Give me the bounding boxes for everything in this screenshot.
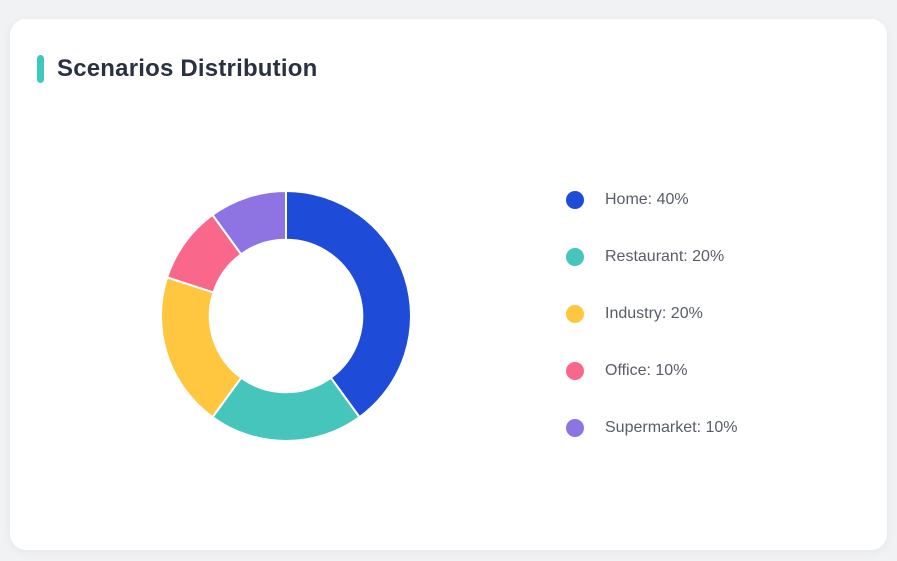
donut-slice-supermarket[interactable] bbox=[211, 190, 287, 256]
donut-chart-svg bbox=[160, 190, 412, 442]
donut-slice-home[interactable] bbox=[285, 190, 412, 419]
page-title: Scenarios Distribution bbox=[57, 55, 318, 82]
chart-legend: Home: 40% Restaurant: 20% Industry: 20% Off… bbox=[566, 188, 738, 440]
legend-dot-icon bbox=[566, 248, 584, 266]
legend-item-supermarket[interactable]: Supermarket: 10% bbox=[566, 416, 738, 440]
donut-chart bbox=[156, 186, 416, 446]
legend-item-label: Home: 40% bbox=[605, 191, 689, 208]
legend-dot-icon bbox=[566, 362, 584, 380]
legend-item-industry[interactable]: Industry: 20% bbox=[566, 302, 738, 326]
legend-item-label: Supermarket: 10% bbox=[605, 419, 738, 436]
legend-dot-icon bbox=[566, 305, 584, 323]
legend-dot-icon bbox=[566, 419, 584, 437]
scenarios-distribution-card: Scenarios Distribution Home: 40% Restaura… bbox=[10, 19, 887, 550]
title-accent-bar bbox=[37, 55, 44, 83]
card-header: Scenarios Distribution bbox=[37, 55, 317, 83]
legend-item-office[interactable]: Office: 10% bbox=[566, 359, 738, 383]
legend-item-label: Industry: 20% bbox=[605, 305, 703, 322]
legend-item-home[interactable]: Home: 40% bbox=[566, 188, 738, 212]
legend-item-label: Restaurant: 20% bbox=[605, 248, 725, 265]
legend-item-restaurant[interactable]: Restaurant: 20% bbox=[566, 245, 738, 269]
legend-item-label: Office: 10% bbox=[605, 362, 688, 379]
legend-dot-icon bbox=[566, 191, 584, 209]
